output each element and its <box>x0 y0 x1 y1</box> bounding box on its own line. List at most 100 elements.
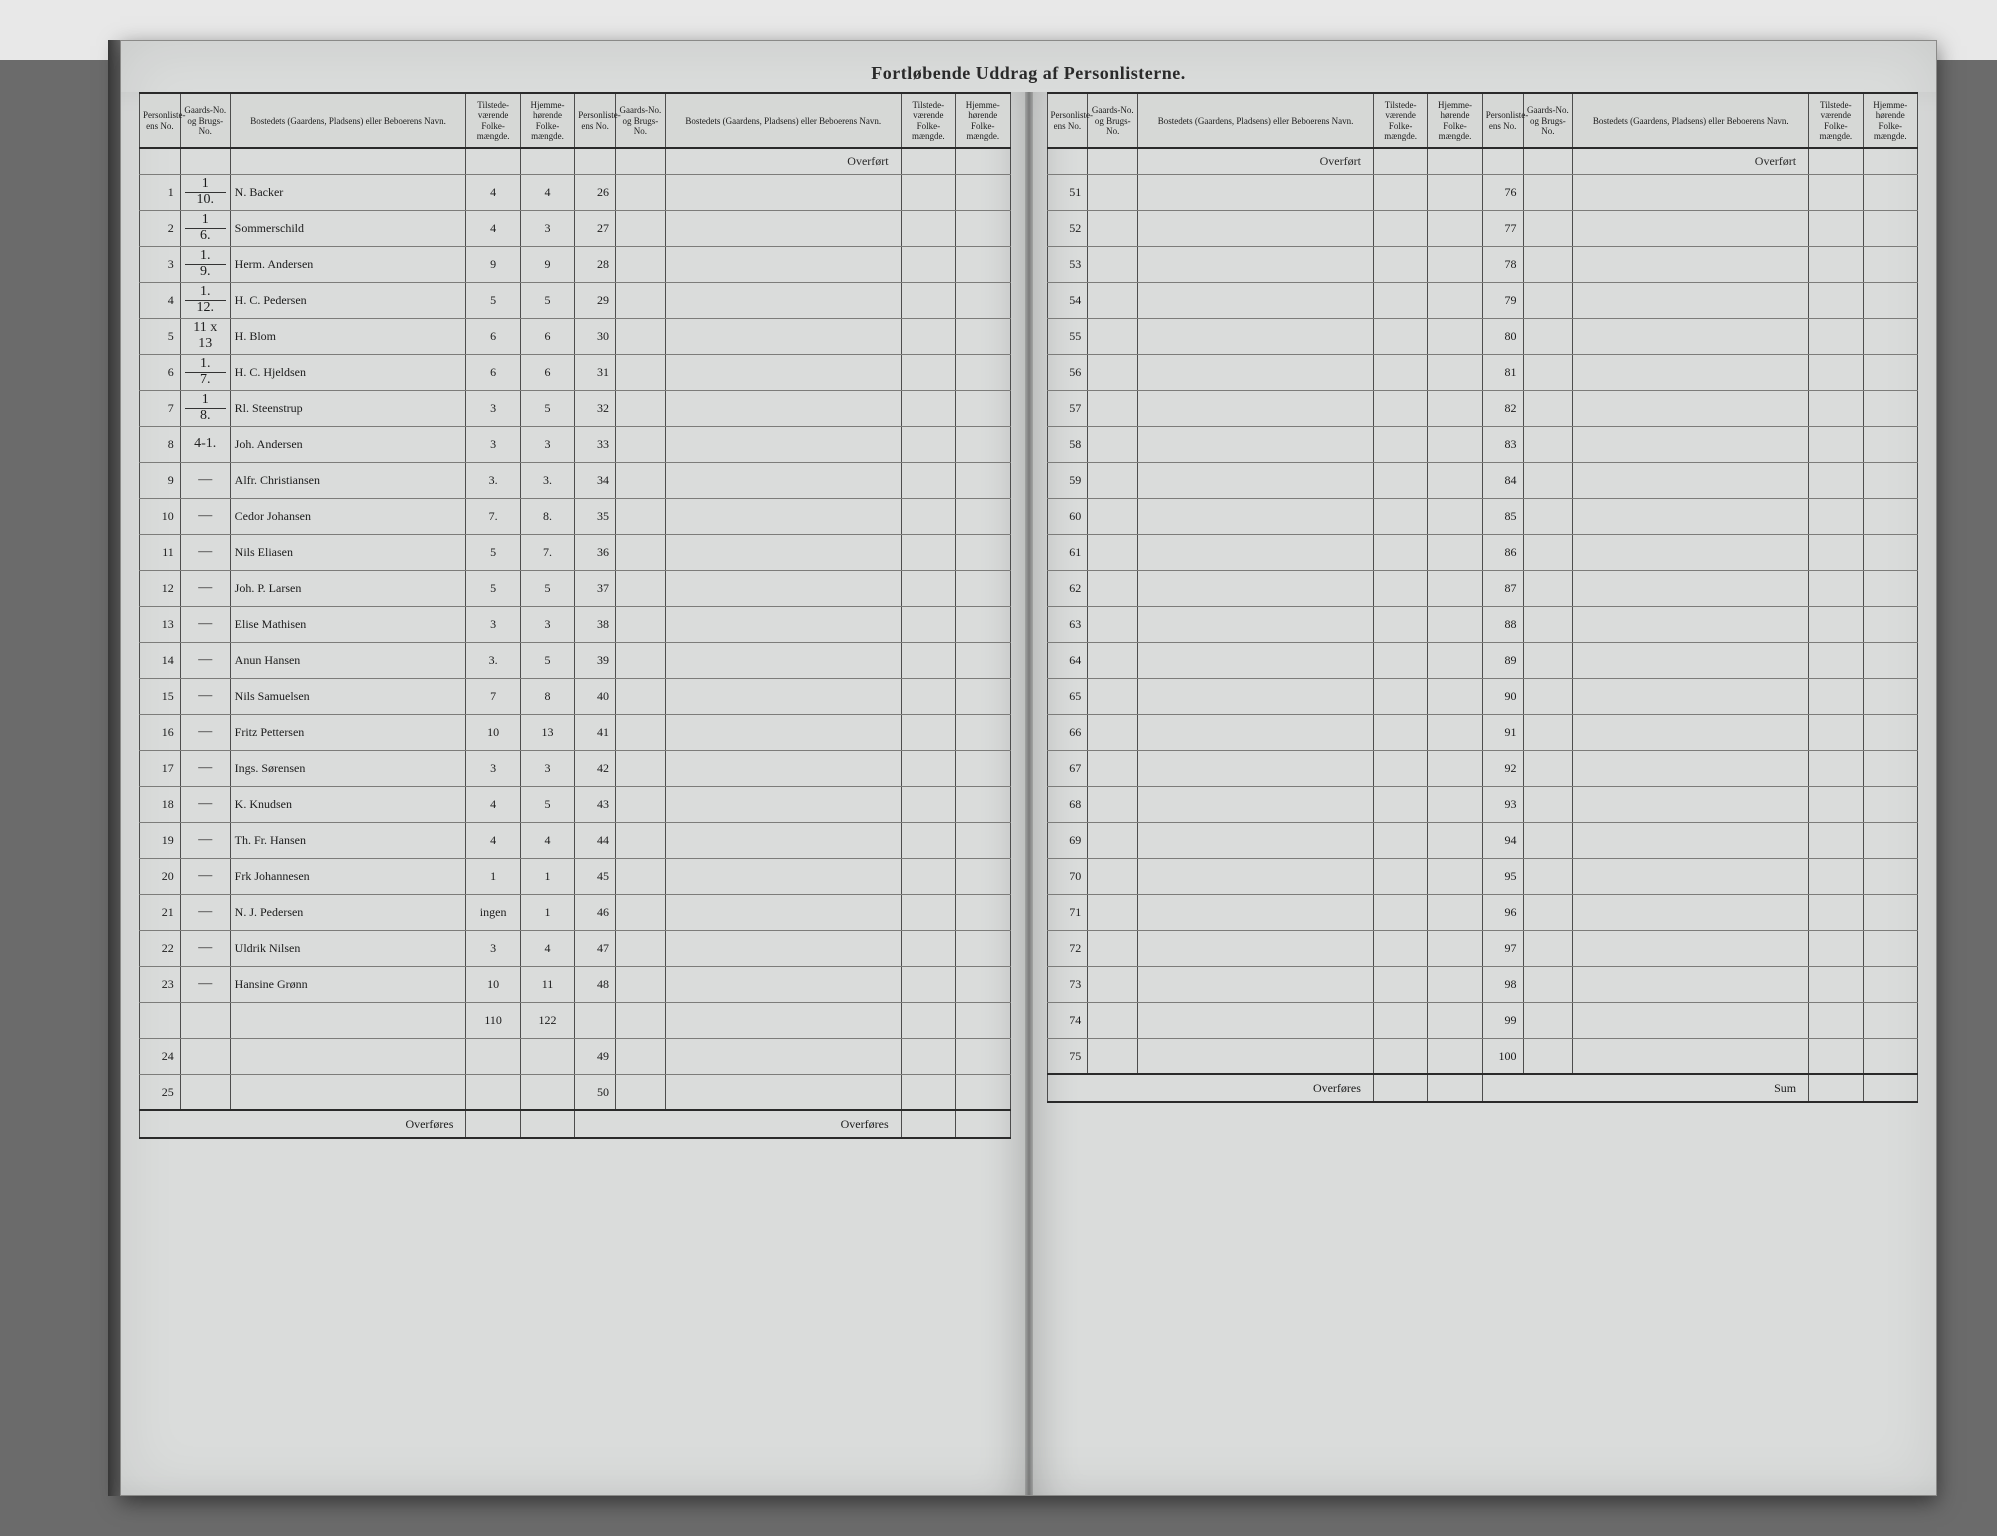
row-number: 56 <box>1047 354 1088 390</box>
gaard-cell: 1.12. <box>180 282 230 318</box>
row-number: 62 <box>1047 570 1088 606</box>
row-number: 34 <box>575 462 616 498</box>
hjemme-cell <box>956 174 1010 210</box>
hjemme-cell <box>956 678 1010 714</box>
tilstede-cell: 4 <box>466 210 520 246</box>
name-cell: Nils Samuelsen <box>230 678 466 714</box>
row-number: 8 <box>140 426 181 462</box>
row-number: 15 <box>140 678 181 714</box>
table-row: 14—Anun Hansen3.539 <box>140 642 1011 678</box>
row-number: 60 <box>1047 498 1088 534</box>
table-row: 6792 <box>1047 750 1918 786</box>
row-number: 2 <box>140 210 181 246</box>
table-row: 84-1.Joh. Andersen3333 <box>140 426 1011 462</box>
row-number: 49 <box>575 1038 616 1074</box>
hjemme-cell: 4 <box>520 174 574 210</box>
row-number: 91 <box>1482 714 1523 750</box>
name-cell <box>665 642 901 678</box>
table-row: 75100 <box>1047 1038 1918 1074</box>
table-row: 6388 <box>1047 606 1918 642</box>
gaard-cell <box>616 894 666 930</box>
overfores-row: Overføres Sum <box>1047 1074 1918 1102</box>
tilstede-cell: 3 <box>466 750 520 786</box>
row-number: 11 <box>140 534 181 570</box>
row-number: 48 <box>575 966 616 1002</box>
row-number: 84 <box>1482 462 1523 498</box>
table-row: 6691 <box>1047 714 1918 750</box>
name-cell <box>665 678 901 714</box>
row-number: 14 <box>140 642 181 678</box>
name-cell <box>665 930 901 966</box>
hjemme-cell: 3 <box>520 210 574 246</box>
row-number: 77 <box>1482 210 1523 246</box>
tilstede-cell: 10 <box>466 966 520 1002</box>
row-number: 30 <box>575 318 616 354</box>
gaard-cell <box>180 1074 230 1110</box>
gaard-cell <box>616 1038 666 1074</box>
name-cell: K. Knudsen <box>230 786 466 822</box>
row-number: 51 <box>1047 174 1088 210</box>
tilstede-cell <box>466 1038 520 1074</box>
name-cell <box>665 318 901 354</box>
name-cell <box>665 1038 901 1074</box>
name-cell <box>665 282 901 318</box>
tilstede-cell <box>901 714 955 750</box>
hjemme-cell <box>956 426 1010 462</box>
hjemme-cell: 5 <box>520 282 574 318</box>
name-cell <box>230 1074 466 1110</box>
row-number: 78 <box>1482 246 1523 282</box>
overfores-row: Overføres Overføres <box>140 1110 1011 1138</box>
gaard-cell: — <box>180 642 230 678</box>
ledger-book: Fortløbende Uddrag af Personlisterne. Pe… <box>120 40 1937 1496</box>
row-number: 94 <box>1482 822 1523 858</box>
row-number: 10 <box>140 498 181 534</box>
table-row: 2550 <box>140 1074 1011 1110</box>
row-number: 33 <box>575 426 616 462</box>
row-number: 26 <box>575 174 616 210</box>
gaard-cell: — <box>180 858 230 894</box>
hjemme-cell: 1 <box>520 894 574 930</box>
tilstede-cell <box>901 246 955 282</box>
row-number: 35 <box>575 498 616 534</box>
name-cell <box>665 858 901 894</box>
hjemme-cell: 11 <box>520 966 574 1002</box>
col-personliste: Personliste-ens No. <box>575 93 616 148</box>
row-number: 63 <box>1047 606 1088 642</box>
row-number: 19 <box>140 822 181 858</box>
table-row: 11—Nils Eliasen57.36 <box>140 534 1011 570</box>
table-row: 6489 <box>1047 642 1918 678</box>
gaard-cell <box>616 1074 666 1110</box>
tilstede-cell: 1 <box>466 858 520 894</box>
gaard-cell: — <box>180 894 230 930</box>
tilstede-cell <box>901 462 955 498</box>
table-row: 7499 <box>1047 1002 1918 1038</box>
table-header: Personliste-ens No. Gaards-No. og Brugs-… <box>1047 93 1918 148</box>
name-cell <box>665 822 901 858</box>
row-number: 20 <box>140 858 181 894</box>
row-number: 22 <box>140 930 181 966</box>
row-number: 27 <box>575 210 616 246</box>
row-number: 61 <box>1047 534 1088 570</box>
row-number: 41 <box>575 714 616 750</box>
name-cell <box>665 606 901 642</box>
hjemme-cell: 5 <box>520 570 574 606</box>
hjemme-cell <box>956 498 1010 534</box>
table-row: 31.9.Herm. Andersen9928 <box>140 246 1011 282</box>
table-row: 10—Cedor Johansen7.8.35 <box>140 498 1011 534</box>
row-number: 24 <box>140 1038 181 1074</box>
hjemme-cell <box>956 1038 1010 1074</box>
gaard-cell <box>616 822 666 858</box>
gaard-cell <box>616 750 666 786</box>
col-tilstede: Tilstede-værende Folke-mængde. <box>1373 93 1427 148</box>
gaard-cell <box>616 246 666 282</box>
gaard-cell: 4-1. <box>180 426 230 462</box>
gaard-cell: — <box>180 750 230 786</box>
gaard-cell: — <box>180 606 230 642</box>
table-row: 5782 <box>1047 390 1918 426</box>
table-row: 9—Alfr. Christiansen3.3.34 <box>140 462 1011 498</box>
gaard-cell <box>616 354 666 390</box>
gaard-cell: — <box>180 786 230 822</box>
row-number: 83 <box>1482 426 1523 462</box>
hjemme-cell: 5 <box>520 390 574 426</box>
gaard-cell: — <box>180 966 230 1002</box>
